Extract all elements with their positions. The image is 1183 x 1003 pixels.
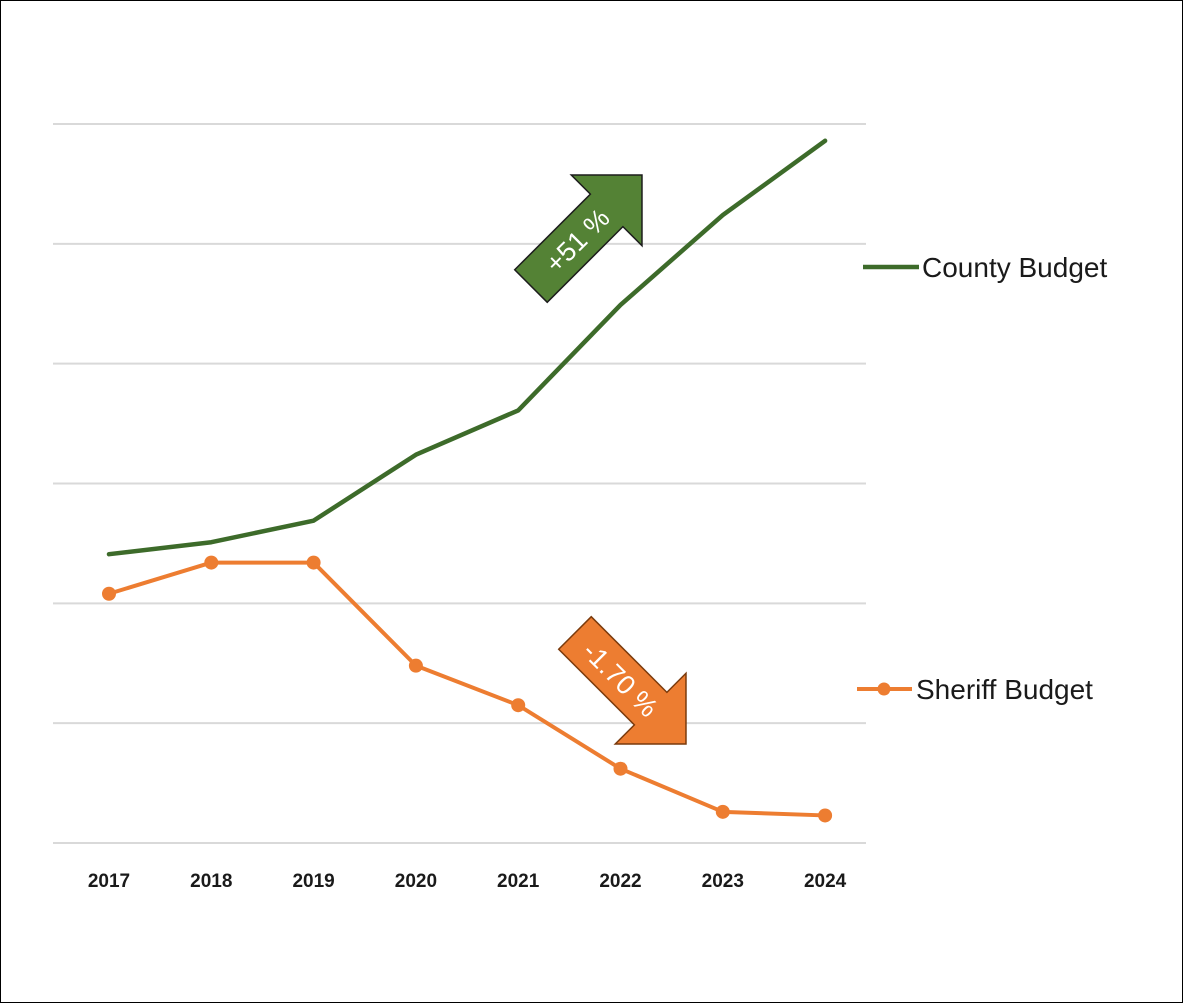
data-point-sheriff-budget: [511, 698, 526, 713]
x-tick-label: 2024: [804, 871, 847, 892]
increase-arrow: +51 %: [513, 174, 643, 304]
x-tick-label: 2017: [88, 871, 130, 892]
legend-label-sheriff-budget: Sheriff Budget: [916, 674, 1093, 705]
x-tick-label: 2018: [190, 871, 232, 892]
series-line-county-budget: [106, 138, 828, 557]
increase-arrow-shape: [513, 174, 643, 304]
series-county-budget: [106, 138, 828, 557]
x-tick-label: 2020: [395, 871, 437, 892]
legend-item-county-budget: County Budget: [863, 252, 1107, 283]
data-point-sheriff-budget: [715, 804, 730, 819]
gridlines: [53, 123, 866, 844]
legend: County Budget Sheriff Budget: [857, 252, 1107, 705]
x-axis-tick-labels: 2017 2018 2019 2020 2021 2022 2023 2024: [88, 871, 847, 892]
legend-item-sheriff-budget: Sheriff Budget: [857, 674, 1093, 705]
data-point-sheriff-budget: [306, 555, 321, 570]
data-point-sheriff-budget: [102, 586, 116, 601]
x-tick-label: 2023: [702, 871, 744, 892]
decrease-arrow-shape: [557, 615, 687, 745]
decrease-arrow: -1.70 %: [557, 615, 687, 745]
series-sheriff-budget: [102, 555, 833, 823]
data-point-sheriff-budget: [613, 761, 628, 776]
data-point-sheriff-budget: [818, 808, 833, 823]
legend-label-county-budget: County Budget: [922, 252, 1107, 283]
data-point-sheriff-budget: [408, 658, 423, 673]
series-layer: [102, 138, 833, 823]
legend-marker-sheriff-budget: [877, 682, 891, 696]
x-tick-label: 2021: [497, 871, 540, 892]
data-point-sheriff-budget: [204, 555, 219, 570]
series-line-sheriff-budget: [107, 560, 828, 818]
x-tick-label: 2019: [292, 871, 334, 892]
x-tick-label: 2022: [599, 871, 641, 892]
